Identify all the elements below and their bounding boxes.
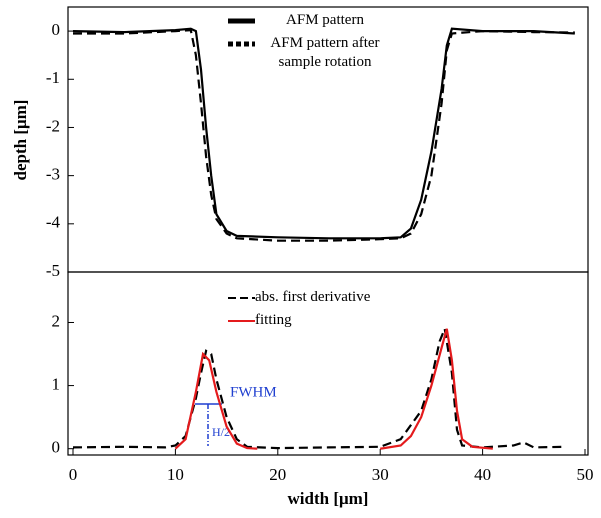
y-tick-label: 0 (52, 438, 61, 457)
annotation: H/2 (212, 425, 230, 439)
legend-entry: fitting (255, 312, 292, 328)
legend-label: AFM pattern after sample rotation (270, 35, 380, 70)
legend-label: abs. first derivative (255, 289, 371, 305)
annotation: FWHM (230, 384, 277, 400)
y-tick-label: -4 (46, 213, 61, 232)
y-axis-label: depth [μm] (11, 100, 30, 181)
y-tick-label: -5 (46, 261, 60, 280)
y-tick-label: 0 (52, 20, 61, 39)
legend-label: AFM pattern (286, 12, 364, 28)
y-tick-label: -2 (46, 116, 60, 135)
series-line (72, 27, 575, 240)
legend-entry: AFM pattern (286, 12, 364, 28)
series-line (174, 328, 493, 450)
y-tick-label: -3 (46, 165, 60, 184)
x-tick-label: 10 (167, 465, 184, 484)
legend-entry: abs. first derivative (255, 289, 371, 305)
x-tick-label: 50 (577, 465, 594, 484)
x-axis-label: width [μm] (288, 489, 369, 508)
x-tick-label: 30 (372, 465, 389, 484)
x-tick-label: 20 (269, 465, 286, 484)
y-tick-label: 1 (52, 374, 61, 393)
y-tick-label: -1 (46, 68, 60, 87)
y-tick-label: 2 (52, 311, 61, 330)
series-line (73, 28, 575, 242)
legend-label: fitting (255, 312, 292, 328)
x-tick-label: 0 (69, 465, 78, 484)
bottom-frame (67, 271, 589, 456)
x-tick-label: 40 (474, 465, 491, 484)
legend-entry: AFM pattern after sample rotation (270, 35, 380, 70)
